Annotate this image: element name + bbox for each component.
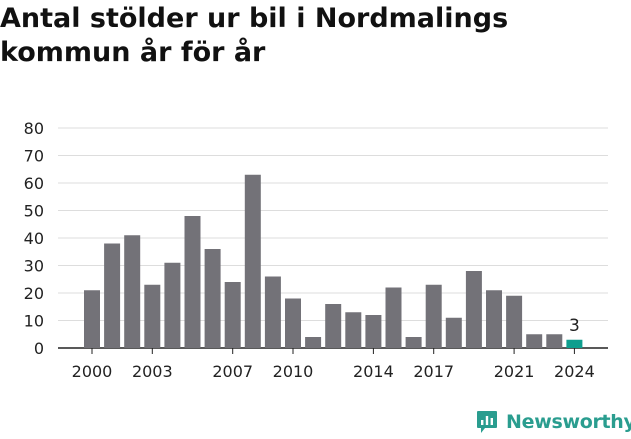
- y-tick-label: 30: [24, 257, 44, 276]
- y-tick-label: 80: [24, 119, 44, 138]
- bar-2019: [465, 271, 482, 348]
- x-tick-label: 2000: [72, 362, 113, 381]
- x-tick-label: 2017: [413, 362, 454, 381]
- data-label: 3: [569, 316, 580, 336]
- bar-2021: [506, 295, 523, 348]
- bar-2002: [124, 235, 141, 348]
- bar-2003: [144, 284, 161, 348]
- bar-2008: [244, 174, 261, 348]
- bar-2016: [405, 337, 422, 348]
- bar-2006: [204, 249, 221, 348]
- bar-2012: [325, 304, 342, 348]
- y-tick-label: 50: [24, 202, 44, 221]
- bar-2018: [445, 317, 462, 348]
- x-tick-label: 2021: [494, 362, 535, 381]
- brand-name: Newsworthy: [506, 411, 631, 433]
- bar-2004: [164, 262, 181, 348]
- x-tick-label: 2014: [353, 362, 394, 381]
- bar-2022: [526, 334, 543, 348]
- y-tick-label: 70: [24, 147, 44, 166]
- bar-2007: [224, 282, 241, 348]
- y-tick-label: 20: [24, 284, 44, 303]
- chart-title: Antal stölder ur bil i Nordmalings kommu…: [0, 3, 509, 68]
- bar-2011: [305, 337, 322, 348]
- x-tick-label: 2010: [273, 362, 314, 381]
- x-axis-ticks: 2000 2003 2007 2010 2014 2017 2021 2024: [72, 348, 595, 381]
- newsworthy-logo: Newsworthy: [476, 408, 631, 436]
- y-tick-label: 60: [24, 174, 44, 193]
- x-tick-label: 2007: [212, 362, 253, 381]
- bar-2020: [486, 290, 502, 348]
- bar-2017: [425, 284, 442, 348]
- y-axis-ticks: 0 10 20 30 40 50 60 70 80: [24, 119, 44, 358]
- bar-2010: [285, 298, 301, 348]
- bars: [84, 174, 583, 348]
- bar-2000: [84, 290, 100, 348]
- bar-2015: [385, 287, 402, 348]
- x-tick-label: 2024: [554, 362, 595, 381]
- bar-2014: [365, 315, 382, 348]
- bar-2023: [546, 334, 563, 348]
- bar-2024: [566, 339, 583, 348]
- y-tick-label: 10: [24, 312, 44, 331]
- bar-2005: [184, 216, 201, 348]
- y-tick-label: 0: [34, 339, 44, 358]
- data-labels: 3: [569, 316, 580, 336]
- bar-2013: [345, 312, 362, 348]
- newsworthy-logo-icon: [477, 411, 497, 433]
- bar-2009: [264, 276, 281, 348]
- y-tick-label: 40: [24, 229, 44, 248]
- x-tick-label: 2003: [132, 362, 173, 381]
- bar-2001: [104, 243, 121, 348]
